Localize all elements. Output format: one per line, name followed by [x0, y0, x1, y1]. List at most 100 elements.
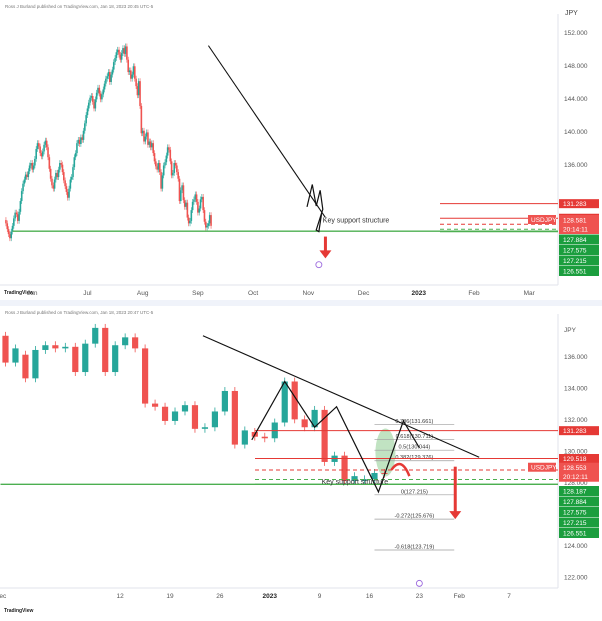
candle-body — [19, 201, 22, 212]
price-tag-label: 127.215 — [563, 520, 587, 527]
candle-body — [30, 163, 32, 166]
x-tick-label: 19 — [166, 593, 174, 600]
downtrend-line — [207, 45, 326, 218]
candle-body — [183, 200, 186, 207]
candle-body — [361, 479, 368, 481]
candle-body — [91, 96, 94, 102]
candle-body — [36, 143, 39, 149]
y-tick-label: 136.000 — [564, 162, 588, 169]
candle-body — [49, 168, 52, 179]
y-tick-label: 132.000 — [564, 417, 588, 424]
candle-body — [178, 178, 181, 202]
candle-body — [115, 52, 118, 59]
candle-body — [45, 140, 48, 148]
fib-level-label: -0.618(123.719) — [394, 544, 434, 550]
candle-body — [111, 69, 114, 75]
symbol-badge — [528, 462, 556, 472]
candle-body — [152, 143, 154, 154]
candle-body — [176, 165, 178, 173]
candle-body — [62, 346, 69, 349]
candle-body — [40, 153, 43, 157]
candle-body — [207, 223, 210, 226]
candle-body — [59, 163, 61, 170]
x-tick-label: Dec — [0, 593, 7, 600]
hourly-chart[interactable]: Ross J Burland published on TradingView.… — [0, 306, 602, 616]
x-tick-label: Feb — [454, 593, 466, 600]
y-tick-label: 128.000 — [564, 480, 588, 487]
candle-body — [177, 172, 179, 179]
candle-body — [42, 345, 49, 350]
y-tick-label: JPY — [564, 327, 577, 334]
candle-body — [51, 178, 53, 186]
fib-level-label: 0(127.215) — [401, 489, 428, 495]
candle-body — [44, 140, 47, 145]
candle-body — [139, 81, 141, 106]
candle-body — [131, 74, 133, 79]
price-tag-green — [559, 528, 599, 538]
x-tick-label: Jul — [83, 290, 92, 297]
current-price-label: 128.553 — [563, 465, 587, 472]
candle-body — [211, 411, 219, 428]
candle-body — [10, 231, 13, 239]
candle-body — [32, 165, 35, 170]
candle-body — [7, 229, 10, 235]
annotation-key-support: Key support structure — [323, 218, 390, 225]
daily-chart[interactable]: Ross J Burland published on TradingView.… — [0, 0, 602, 300]
candle-body — [155, 161, 157, 167]
price-path-zigzag — [306, 184, 324, 233]
price-tag-green — [559, 266, 599, 276]
candle-body — [12, 348, 19, 363]
candle-body — [169, 149, 172, 162]
candle-body — [61, 164, 64, 173]
daily-chart-panel[interactable]: Ross J Burland published on TradingView.… — [0, 0, 602, 300]
candle-body — [147, 132, 149, 145]
price-tag-red — [559, 199, 599, 209]
candle-body — [80, 137, 82, 144]
candle-body — [52, 185, 55, 189]
candle-body — [109, 72, 111, 82]
price-tag-red — [559, 426, 599, 436]
current-price-tag — [559, 462, 599, 482]
candle-body — [160, 172, 162, 189]
bearish-arrow-icon — [449, 511, 462, 520]
candle-body — [122, 48, 124, 54]
candle-body — [84, 123, 86, 131]
candle-body — [199, 199, 202, 209]
candle-body — [116, 49, 119, 53]
candle-body — [180, 190, 182, 202]
x-tick-label: 9 — [318, 593, 322, 600]
candle-body — [15, 212, 18, 215]
candle-body — [123, 48, 126, 54]
candle-body — [153, 153, 156, 162]
candle-body — [321, 409, 328, 462]
candle-body — [18, 211, 20, 221]
candle-body — [62, 172, 65, 181]
fib-level-label: 0.618(130.711) — [396, 434, 434, 440]
candle-body — [162, 165, 165, 176]
candle-body — [148, 141, 151, 145]
candle-body — [73, 157, 76, 168]
candle-body — [22, 354, 29, 379]
annotation-key-support: Key support structure — [322, 479, 389, 486]
candle-body — [191, 405, 199, 429]
y-tick-label: 134.000 — [564, 385, 588, 392]
candle-body — [119, 54, 122, 60]
candle-body — [311, 409, 318, 428]
candle-body — [57, 169, 60, 178]
candle-body — [112, 62, 115, 70]
candle-body — [135, 78, 137, 87]
candle-body — [56, 172, 59, 178]
fib-level-label: 0.786(131.661) — [395, 419, 433, 425]
hourly-chart-panel[interactable]: Ross J Burland published on TradingView.… — [0, 306, 602, 616]
candle-body — [130, 70, 132, 79]
candle-body — [94, 99, 97, 109]
price-tag-green — [559, 234, 599, 245]
candle-body — [133, 66, 136, 79]
candle-body — [136, 86, 139, 96]
candle-body — [112, 345, 119, 373]
candle-body — [124, 46, 127, 54]
symbol-label: USDJPY — [531, 465, 557, 472]
candle-body — [156, 166, 158, 170]
candle-body — [165, 155, 168, 163]
current-price-tag — [559, 214, 599, 234]
